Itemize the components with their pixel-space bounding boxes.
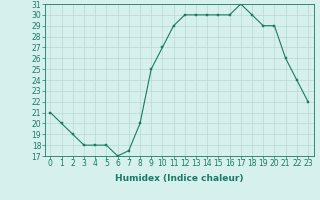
- X-axis label: Humidex (Indice chaleur): Humidex (Indice chaleur): [115, 174, 244, 183]
